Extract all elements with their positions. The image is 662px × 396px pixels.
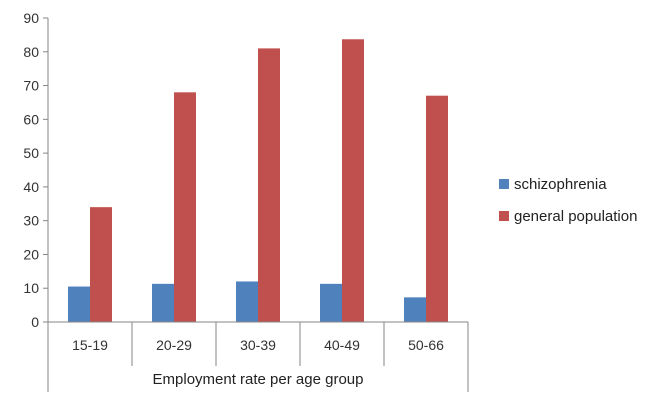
x-tick-label: 50-66: [408, 337, 444, 353]
x-tick-label: 40-49: [324, 337, 360, 353]
bar-general-population-50-66: [426, 95, 448, 322]
bars: [68, 39, 448, 323]
legend-label: schizophrenia: [514, 176, 607, 193]
bar-schizophrenia-30-39: [236, 281, 258, 322]
bar-schizophrenia-40-49: [320, 283, 342, 322]
bar-general-population-40-49: [342, 39, 364, 322]
legend-swatch: [499, 179, 509, 189]
y-axis: 0 10 20 30 40 50 60 70 80 90: [23, 10, 49, 330]
bar-general-population-20-29: [174, 92, 196, 322]
x-tick-label: 30-39: [240, 337, 276, 353]
x-tick-label: 20-29: [156, 337, 192, 353]
y-tick-label: 10: [23, 280, 39, 296]
legend-label: general population: [514, 208, 637, 225]
y-tick-label: 70: [23, 78, 39, 94]
y-tick-label: 40: [23, 179, 39, 195]
x-tick-label: 15-19: [72, 337, 108, 353]
y-tick-label: 60: [23, 111, 39, 127]
bar-schizophrenia-15-19: [68, 286, 90, 322]
y-tick-label: 90: [23, 10, 39, 26]
x-axis: 15-19 20-29 30-39 40-49 50-66: [47, 321, 469, 392]
bar-schizophrenia-50-66: [404, 297, 426, 322]
y-tick-label: 0: [31, 314, 39, 330]
bar-schizophrenia-20-29: [152, 283, 174, 322]
y-tick-label: 80: [23, 44, 39, 60]
legend: schizophrenia general population: [499, 176, 637, 225]
legend-swatch: [499, 211, 509, 221]
bar-general-population-15-19: [90, 207, 112, 322]
bar-general-population-30-39: [258, 48, 280, 323]
y-tick-label: 50: [23, 145, 39, 161]
y-tick-label: 30: [23, 213, 39, 229]
y-tick-label: 20: [23, 246, 39, 262]
x-axis-title: Employment rate per age group: [153, 371, 364, 388]
